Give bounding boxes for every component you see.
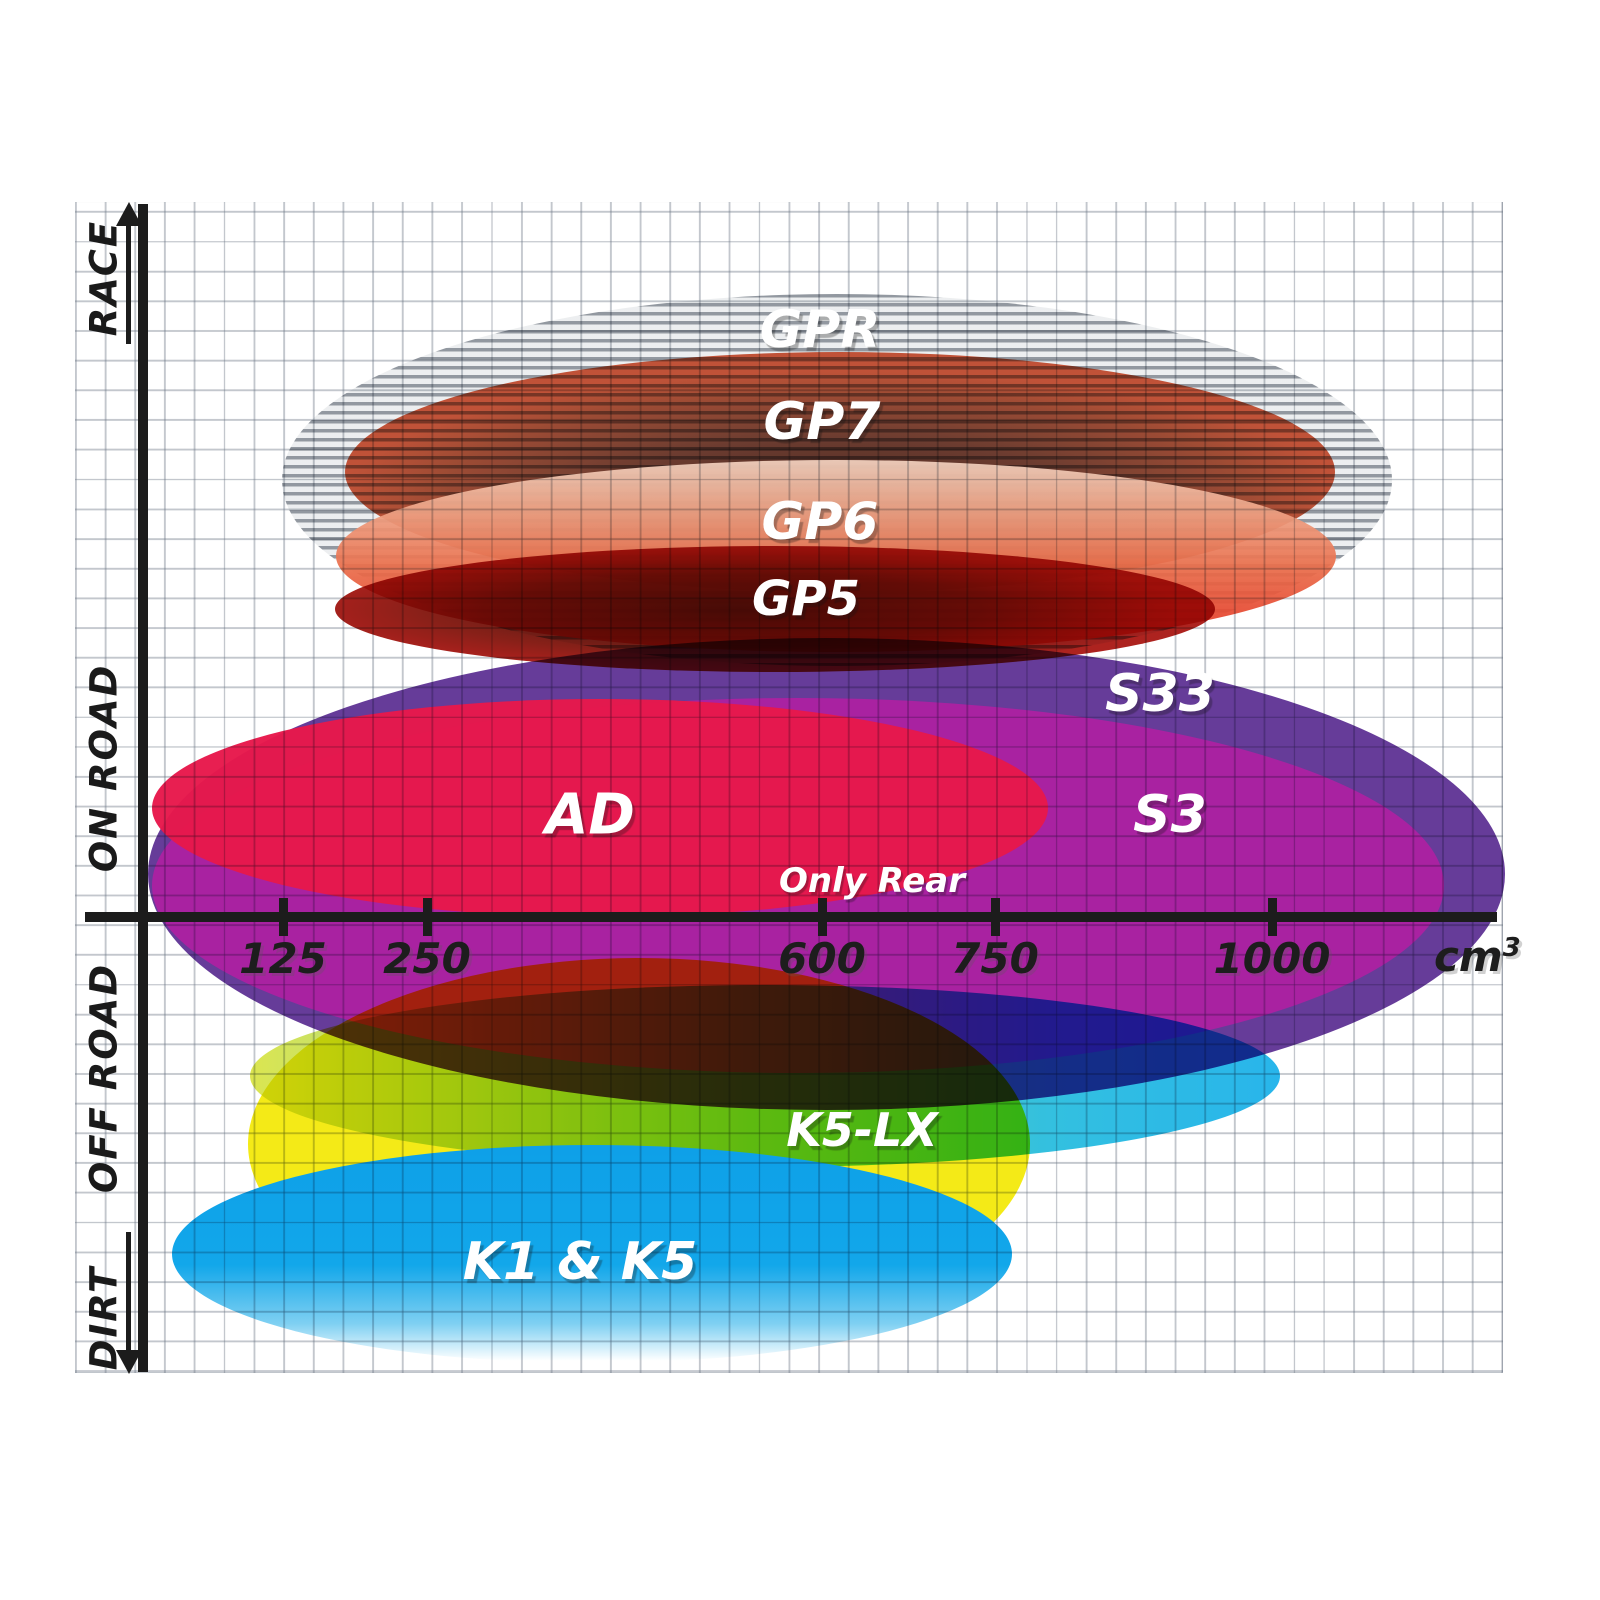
- y-band-label-race: RACE: [82, 219, 126, 337]
- x-axis-unit-label: cm3: [1434, 932, 1521, 981]
- down-arrow-line: [126, 1232, 131, 1350]
- compound-label-k5-lx: K5-LX: [786, 1103, 938, 1157]
- compound-label-k1-k5: K1 & K5: [462, 1232, 698, 1292]
- x-tick-250: [422, 898, 432, 936]
- y-band-label-on-road: ON ROAD: [82, 663, 126, 873]
- x-tick-125: [278, 898, 288, 936]
- y-axis-line: [138, 204, 148, 1372]
- unit-base: cm: [1434, 932, 1503, 981]
- compound-label-ad: AD: [545, 782, 635, 848]
- x-tick-750: [990, 898, 1000, 936]
- up-arrowhead-icon: [115, 202, 142, 226]
- compound-label-gp6: GP6: [761, 492, 879, 552]
- compound-label-gp7: GP7: [763, 392, 881, 452]
- unit-exponent: 3: [1502, 933, 1521, 963]
- x-tick-600: [817, 898, 827, 936]
- x-tick-label-750: 750: [951, 934, 1039, 983]
- compound-label-gpr: GPR: [759, 300, 881, 360]
- x-axis-line: [85, 912, 1497, 922]
- y-band-label-off-road: OFF ROAD: [82, 962, 126, 1194]
- x-tick-label-1000: 1000: [1213, 934, 1331, 983]
- ellipse-k5-lx: [250, 985, 1280, 1167]
- compound-label-gp5: GP5: [752, 571, 860, 627]
- y-band-label-dirt: DIRT: [82, 1265, 126, 1371]
- compound-label-s3: S3: [1133, 785, 1207, 845]
- ellipse-ad: [152, 699, 1048, 917]
- annotation-only-rear: Only Rear: [778, 861, 966, 901]
- down-arrowhead-icon: [115, 1350, 142, 1374]
- compound-label-s33: S33: [1105, 664, 1215, 724]
- x-tick-1000: [1267, 898, 1277, 936]
- x-tick-label-600: 600: [778, 934, 866, 983]
- ellipse-k1-k5: [172, 1145, 1012, 1363]
- up-arrow-line: [126, 226, 131, 344]
- x-tick-label-125: 125: [239, 934, 327, 983]
- x-tick-label-250: 250: [383, 934, 471, 983]
